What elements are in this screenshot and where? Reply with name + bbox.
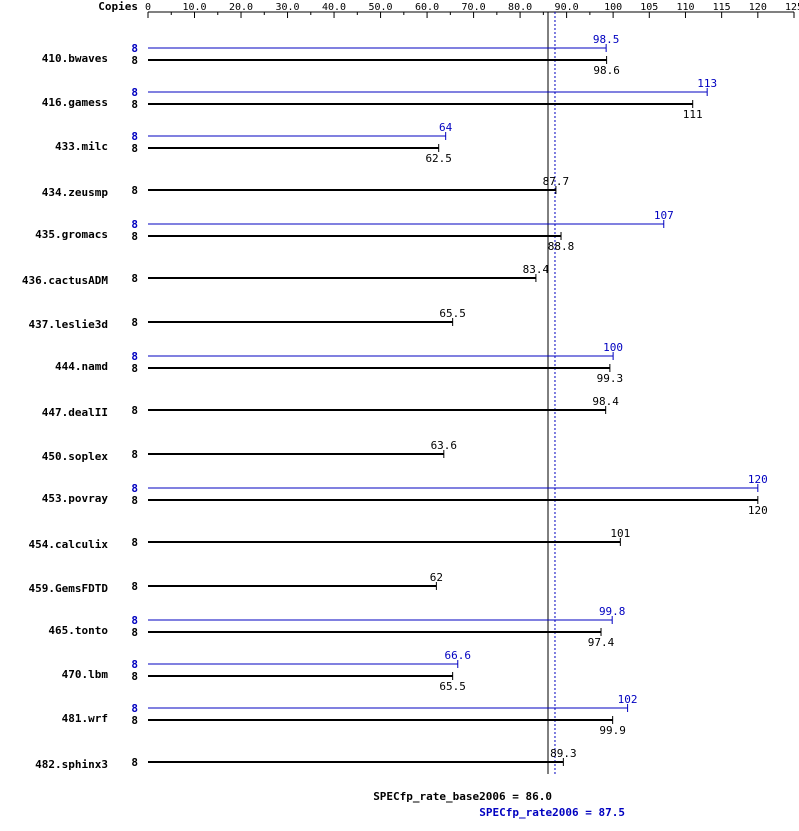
- benchmark-label: 410.bwaves: [42, 52, 108, 65]
- benchmark-label: 434.zeusmp: [42, 186, 109, 199]
- summary-peak: SPECfp_rate2006 = 87.5: [479, 806, 625, 819]
- peak-value-label: 113: [697, 77, 717, 90]
- peak-value-label: 64: [439, 121, 453, 134]
- benchmark-label: 482.sphinx3: [35, 758, 108, 771]
- copies-header: Copies: [98, 0, 138, 13]
- base-value-label: 88.8: [548, 240, 575, 253]
- benchmark-label: 453.povray: [42, 492, 109, 505]
- axis-tick-label: 70.0: [462, 2, 486, 13]
- base-value-label: 62.5: [425, 152, 452, 165]
- summary-base: SPECfp_rate_base2006 = 86.0: [373, 790, 552, 803]
- axis-tick-label: 20.0: [229, 2, 253, 13]
- base-value-label: 111: [683, 108, 703, 121]
- benchmark-label: 447.dealII: [42, 406, 108, 419]
- base-copies: 8: [131, 184, 138, 197]
- axis-tick-label: 40.0: [322, 2, 346, 13]
- benchmark-label: 435.gromacs: [35, 228, 108, 241]
- benchmark-label: 481.wrf: [62, 712, 108, 725]
- base-copies: 8: [131, 714, 138, 727]
- base-value-label: 65.5: [439, 307, 466, 320]
- benchmark-label: 454.calculix: [29, 538, 109, 551]
- base-copies: 8: [131, 536, 138, 549]
- base-copies: 8: [131, 404, 138, 417]
- benchmark-label: 450.soplex: [42, 450, 109, 463]
- base-value-label: 63.6: [431, 439, 458, 452]
- axis-tick-label: 80.0: [508, 2, 532, 13]
- base-value-label: 98.6: [593, 64, 620, 77]
- base-copies: 8: [131, 230, 138, 243]
- peak-value-label: 98.5: [593, 33, 620, 46]
- axis-tick-label: 125: [785, 2, 799, 13]
- base-value-label: 99.9: [599, 724, 626, 737]
- base-copies: 8: [131, 316, 138, 329]
- base-value-label: 62: [430, 571, 443, 584]
- peak-value-label: 66.6: [445, 649, 472, 662]
- base-value-label: 89.3: [550, 747, 577, 760]
- spec-rate-chart: Copies 0 10.0 20.0 30.0 40.0 50.0 60.0 70.0 80.0 9…: [0, 0, 799, 831]
- base-copies: 8: [131, 626, 138, 639]
- base-copies: 8: [131, 494, 138, 507]
- benchmark-label: 465.tonto: [48, 624, 108, 637]
- base-copies: 8: [131, 670, 138, 683]
- base-copies: 8: [131, 756, 138, 769]
- axis-tick-label: 50.0: [369, 2, 393, 13]
- axis-tick-label: 90.0: [555, 2, 579, 13]
- benchmark-label: 459.GemsFDTD: [29, 582, 109, 595]
- axis-tick-label: 0: [145, 2, 151, 13]
- axis-tick-label: 60.0: [415, 2, 439, 13]
- base-copies: 8: [131, 98, 138, 111]
- peak-value-label: 100: [603, 341, 623, 354]
- base-value-label: 120: [748, 504, 768, 517]
- base-value-label: 99.3: [597, 372, 624, 385]
- axis-tick-label: 115: [713, 2, 731, 13]
- benchmark-label: 433.milc: [55, 140, 108, 153]
- base-value-label: 98.4: [592, 395, 619, 408]
- benchmark-label: 437.leslie3d: [29, 318, 108, 331]
- benchmark-label: 444.namd: [55, 360, 108, 373]
- axis-tick-label: 105: [640, 2, 658, 13]
- peak-value-label: 99.8: [599, 605, 626, 618]
- base-copies: 8: [131, 580, 138, 593]
- base-copies: 8: [131, 54, 138, 67]
- axis-tick-label: 100: [604, 2, 622, 13]
- peak-value-label: 102: [618, 693, 638, 706]
- base-value-label: 87.7: [543, 175, 570, 188]
- axis-tick-label: 10.0: [182, 2, 206, 13]
- peak-value-label: 107: [654, 209, 674, 222]
- base-copies: 8: [131, 272, 138, 285]
- axis-tick-label: 30.0: [275, 2, 299, 13]
- benchmark-label: 416.gamess: [42, 96, 108, 109]
- benchmark-label: 436.cactusADM: [22, 274, 108, 287]
- base-value-label: 65.5: [439, 680, 466, 693]
- peak-value-label: 120: [748, 473, 768, 486]
- base-copies: 8: [131, 362, 138, 375]
- benchmark-label: 470.lbm: [62, 668, 109, 681]
- base-value-label: 97.4: [588, 636, 615, 649]
- base-value-label: 83.4: [523, 263, 550, 276]
- base-value-label: 101: [610, 527, 630, 540]
- axis-tick-label: 110: [676, 2, 694, 13]
- base-copies: 8: [131, 142, 138, 155]
- axis-tick-label: 120: [749, 2, 767, 13]
- base-copies: 8: [131, 448, 138, 461]
